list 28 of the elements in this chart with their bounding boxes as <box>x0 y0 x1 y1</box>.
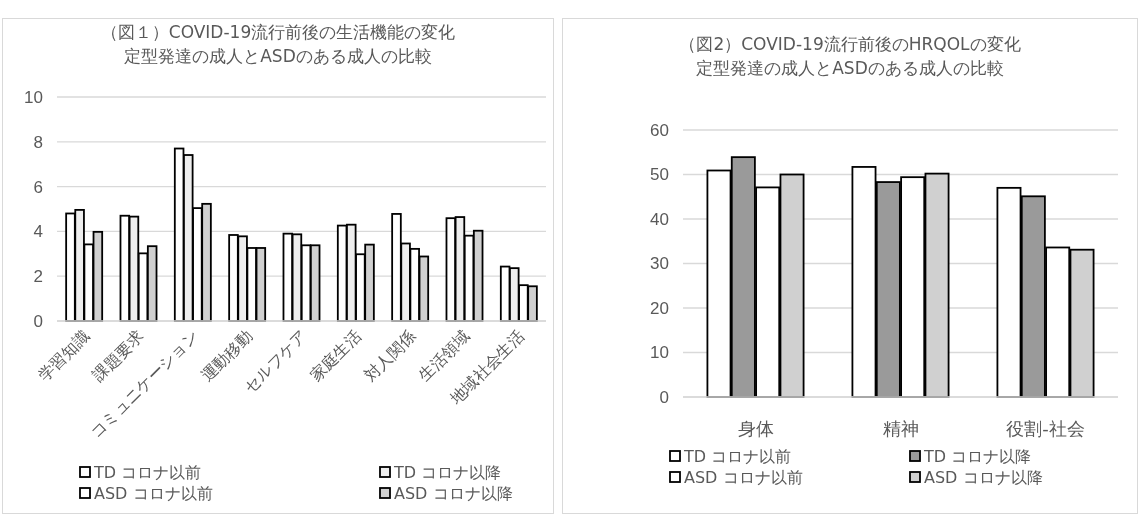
legend-label: TD コロナ以前 <box>93 463 202 482</box>
legend-label: ASD コロナ以降 <box>924 468 1043 487</box>
x-tick-label: 役割-社会 <box>1006 418 1085 439</box>
y-tick-label: 50 <box>650 165 669 185</box>
chart-subtitle: 定型発達の成人とASDのある成人の比較 <box>124 46 432 66</box>
legend-label: ASD コロナ以降 <box>394 484 513 503</box>
y-tick-label: 2 <box>33 267 43 287</box>
legend-label: ASD コロナ以前 <box>684 468 803 487</box>
legend-label: TD コロナ以前 <box>683 447 792 466</box>
y-tick-label: 8 <box>33 132 43 152</box>
legend-label: ASD コロナ以前 <box>94 484 213 503</box>
y-tick-label: 0 <box>33 311 43 331</box>
chart-title: （図１）COVID-19流行前後の生活機能の変化 <box>100 22 456 42</box>
y-tick-label: 40 <box>650 209 669 229</box>
y-tick-label: 30 <box>650 254 669 274</box>
x-tick-label: 精神 <box>882 418 919 439</box>
y-tick-label: 60 <box>650 120 669 140</box>
chart-title: （図2）COVID-19流行前後のHRQOLの変化 <box>679 34 1021 54</box>
y-tick-label: 6 <box>33 177 43 197</box>
x-tick-label: 身体 <box>737 418 774 439</box>
legend-label: TD コロナ以降 <box>923 447 1032 466</box>
y-tick-label: 20 <box>650 298 669 318</box>
legend-label: TD コロナ以降 <box>393 463 502 482</box>
y-tick-label: 10 <box>24 87 43 107</box>
chart-subtitle: 定型発達の成人とASDのある成人の比較 <box>696 58 1004 78</box>
y-tick-label: 4 <box>33 222 43 242</box>
y-tick-label: 10 <box>650 343 669 363</box>
y-tick-label: 0 <box>659 387 669 407</box>
